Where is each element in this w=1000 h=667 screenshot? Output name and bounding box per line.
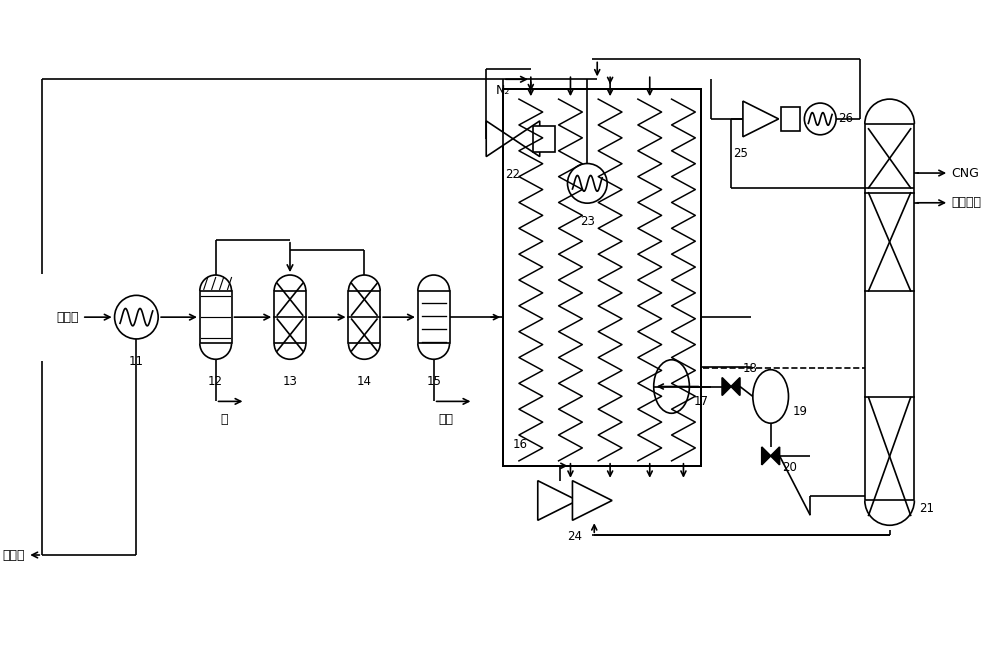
Bar	[865, 124, 914, 500]
Text: 22: 22	[505, 169, 520, 181]
Polygon shape	[771, 447, 780, 465]
Text: 水: 水	[221, 414, 228, 426]
Text: N₂: N₂	[496, 84, 510, 97]
Text: 13: 13	[283, 375, 297, 388]
Text: 16: 16	[513, 438, 528, 451]
Polygon shape	[731, 378, 740, 396]
Bar	[418, 291, 450, 344]
Text: 18: 18	[743, 362, 758, 375]
Text: 不凝气体: 不凝气体	[951, 196, 981, 209]
Polygon shape	[572, 481, 612, 520]
Polygon shape	[722, 378, 731, 396]
Bar	[348, 291, 380, 344]
Text: 25: 25	[733, 147, 748, 159]
Polygon shape	[762, 447, 771, 465]
Text: 24: 24	[567, 530, 582, 543]
Bar	[533, 126, 555, 151]
Text: 23: 23	[580, 215, 595, 228]
Bar	[503, 89, 701, 466]
Text: 净化气: 净化气	[3, 548, 25, 562]
Text: CNG: CNG	[951, 167, 979, 179]
Circle shape	[567, 163, 607, 203]
Polygon shape	[743, 101, 779, 137]
Polygon shape	[538, 481, 577, 520]
Text: 19: 19	[792, 405, 807, 418]
Bar	[274, 291, 306, 344]
Text: 15: 15	[426, 375, 441, 388]
Polygon shape	[513, 121, 540, 157]
Text: 11: 11	[129, 355, 144, 368]
Polygon shape	[486, 121, 513, 157]
Text: 20: 20	[783, 461, 797, 474]
Circle shape	[115, 295, 158, 339]
Text: 12: 12	[208, 375, 223, 388]
Text: 26: 26	[838, 113, 853, 125]
Text: 21: 21	[919, 502, 934, 516]
Ellipse shape	[753, 370, 789, 423]
Ellipse shape	[654, 360, 689, 414]
Text: 17: 17	[693, 395, 708, 408]
Circle shape	[804, 103, 836, 135]
Text: 废水: 废水	[439, 414, 454, 426]
Text: 14: 14	[357, 375, 372, 388]
Text: 原料气: 原料气	[56, 311, 79, 323]
Bar	[781, 107, 800, 131]
Bar	[200, 291, 232, 344]
